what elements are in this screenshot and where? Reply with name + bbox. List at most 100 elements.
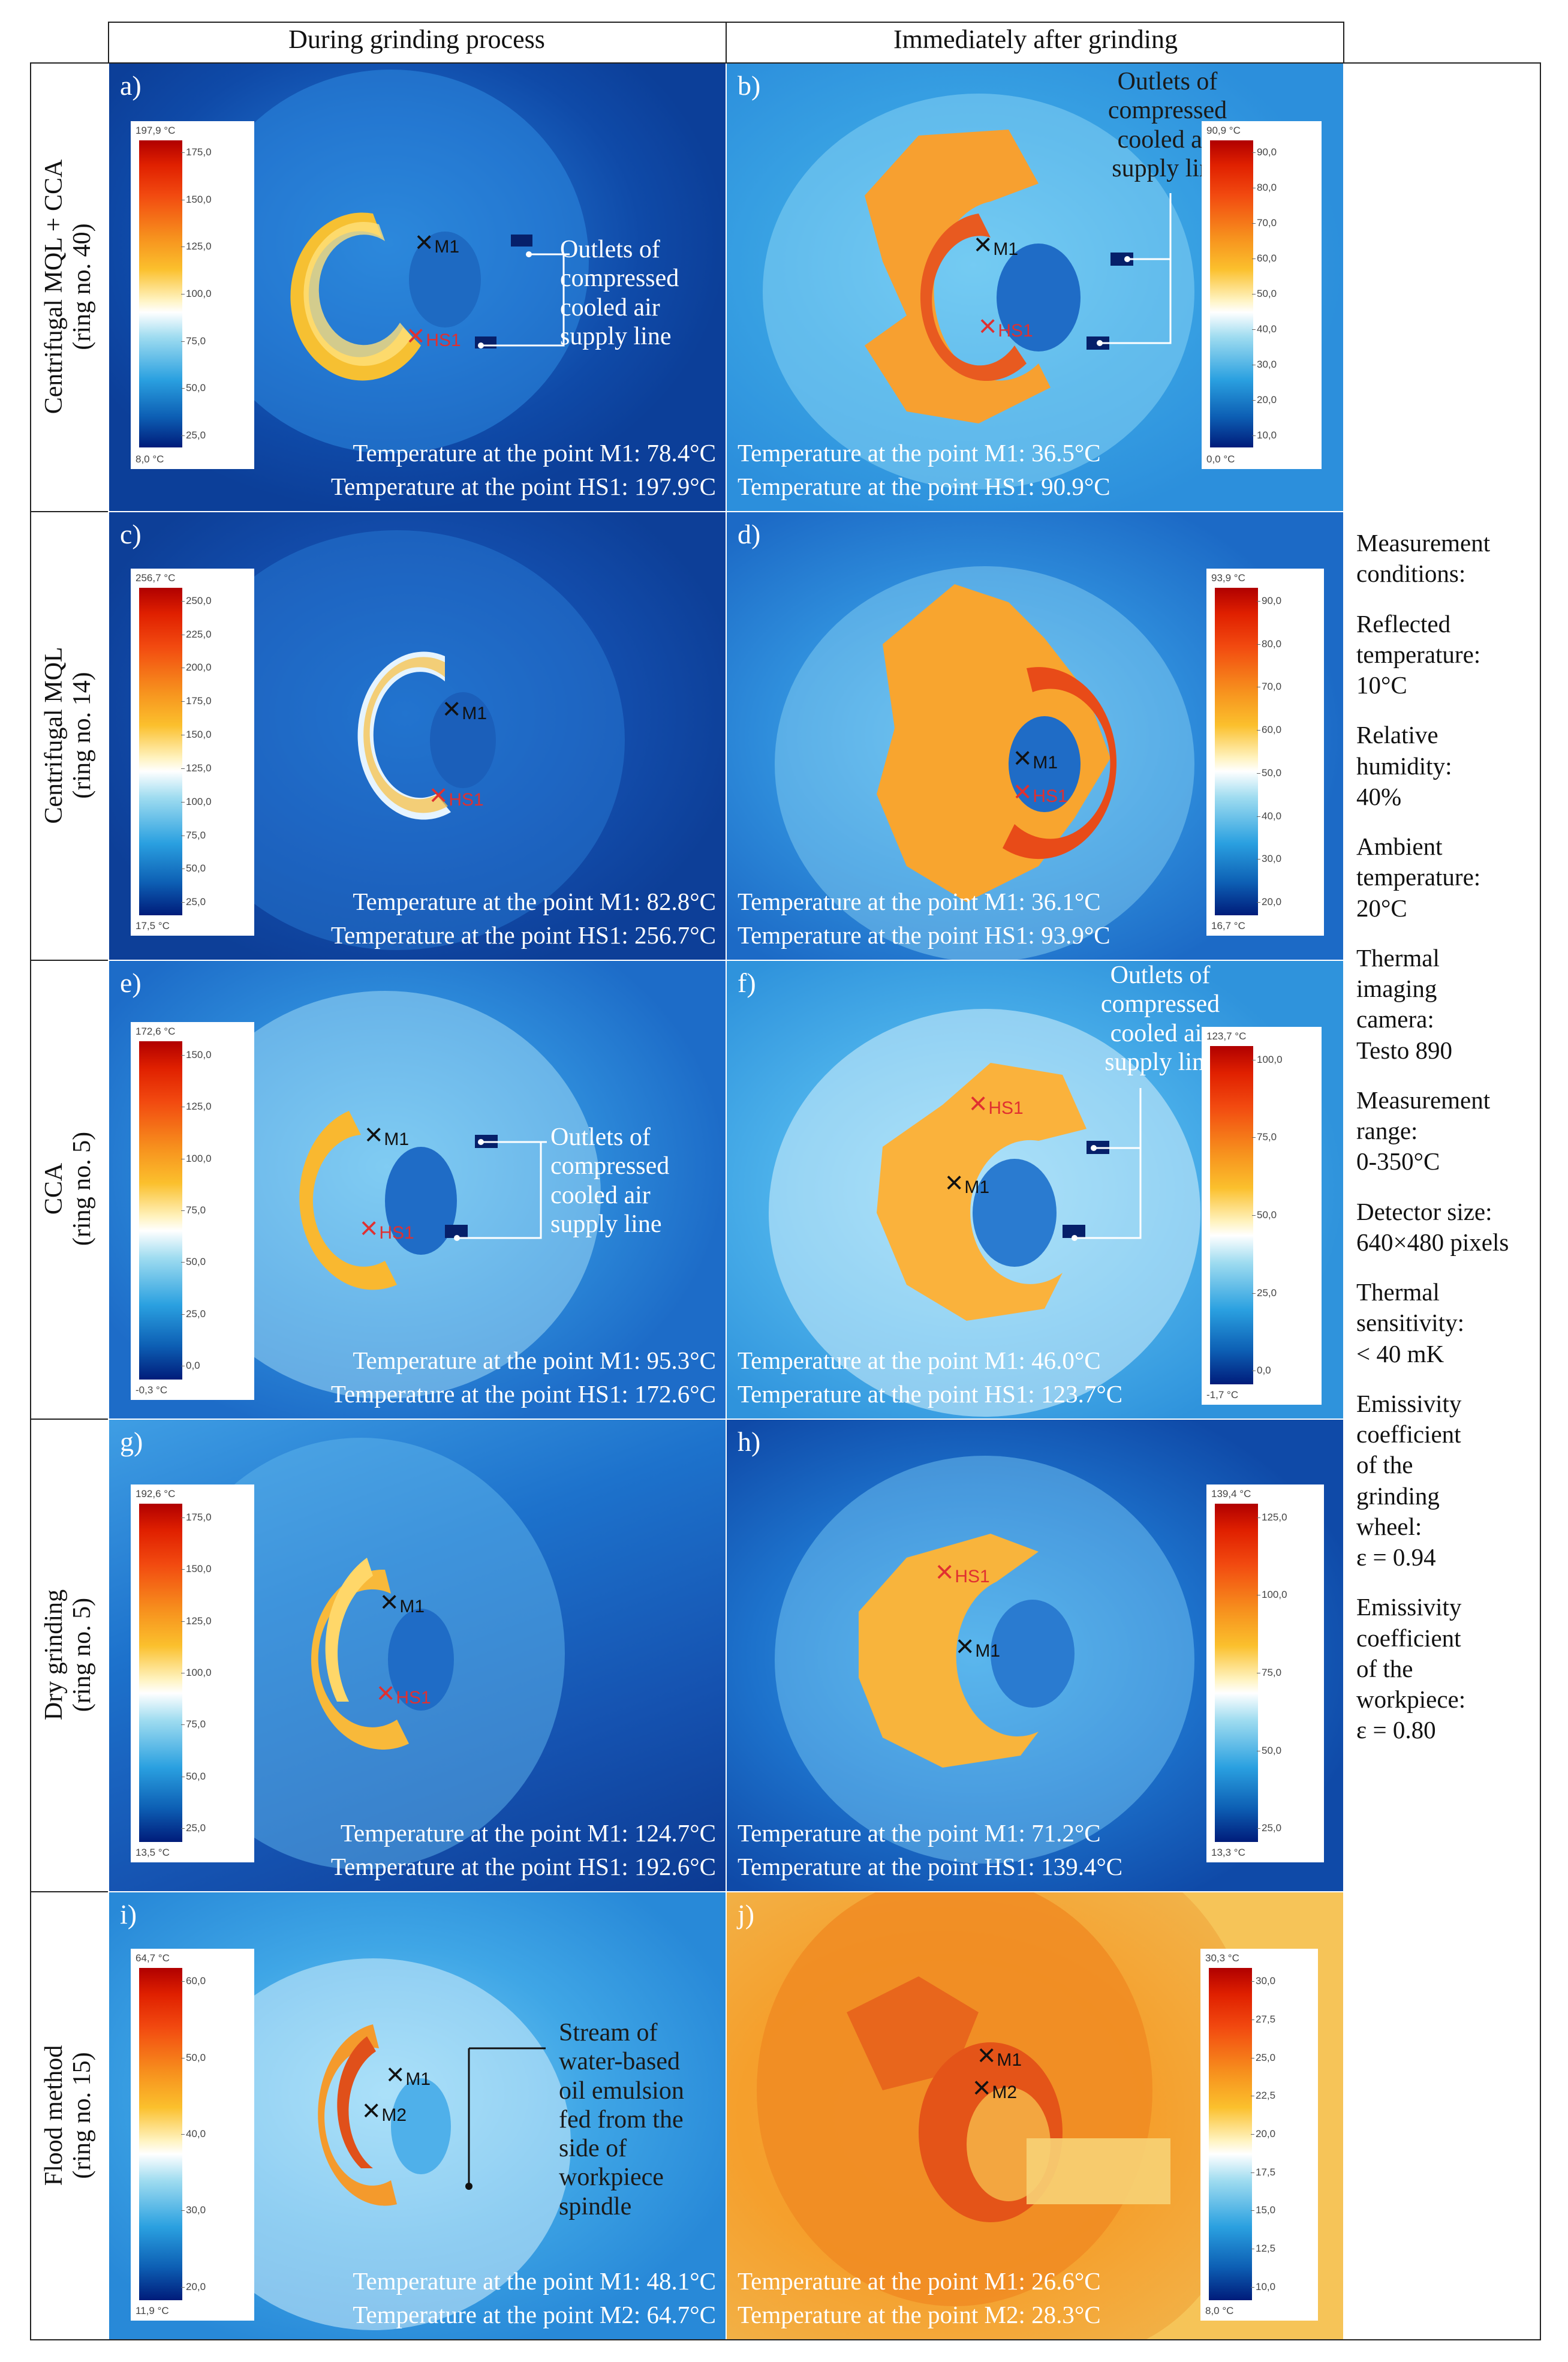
color-scale: 123,7 °C 100,0 75,0 50,0 25,0 0,0 -1,7 °C: [1202, 1027, 1322, 1405]
condition-emissivity-wheel: Emissivity coefficient of the grinding w…: [1356, 1389, 1462, 1571]
scale-tick-label: 50,0: [180, 1256, 206, 1268]
panel-label: j): [738, 1899, 755, 1930]
scale-tick-label: 40,0: [1256, 810, 1282, 822]
scale-tick-label: 60,0: [180, 1975, 206, 1987]
scale-tick-label: 50,0: [180, 863, 206, 875]
thermal-image-d: d) 93,9 °C 90,0 80,0 70,0 60,0 50,0 40,0 30,0 2…: [727, 512, 1343, 960]
measurement-conditions: Measurement conditions: Reflected temper…: [1356, 528, 1560, 1765]
scale-tick-label: 40,0: [180, 2128, 206, 2139]
frame-line: [30, 62, 1541, 64]
scale-tick-label: 125,0: [181, 762, 212, 774]
panel-label: c): [120, 519, 142, 549]
scale-tick-label: 50,0: [1256, 1744, 1282, 1756]
scale-tick-label: 25,0: [1256, 1822, 1282, 1834]
scale-tick-label: 75,0: [1251, 1131, 1277, 1143]
scale-tick-label: 70,0: [1251, 217, 1277, 229]
thermal-image-c: c) 256,7 °C 250,0 225,0 200,0 175,0 150,0 125…: [109, 512, 726, 960]
thermal-image-e: e) 172,6 °C 150,0 125,0 100,0 75,0 50,0 25,0 0…: [109, 961, 726, 1419]
panel-label: e): [120, 967, 142, 998]
scale-tick-label: 25,0: [1250, 2051, 1276, 2063]
condition-ambient-temperature: Ambient temperature: 20°C: [1356, 833, 1481, 922]
scale-tick-label: 125,0: [181, 1101, 212, 1113]
marker-hs1: ×HS1: [429, 778, 484, 813]
scale-tick-label: 125,0: [181, 241, 212, 253]
scale-tick-label: 100,0: [1252, 1053, 1283, 1065]
scale-tick-label: 60,0: [1251, 253, 1277, 265]
scale-tick-label: 20,0: [1251, 393, 1277, 405]
marker-hs1: ×HS1: [407, 318, 461, 353]
panel-label: h): [738, 1426, 761, 1457]
thermal-image-j: j) 30,3 °C 30,0 27,5 25,0 22,5 20,0 17,5 15,0 1…: [727, 1892, 1343, 2339]
marker-hs1: ×HS1: [979, 309, 1033, 344]
frame-line: [30, 62, 31, 2340]
thermal-image-h: h) 139,4 °C 125,0 100,0 75,0 50,0 25,0 13,3 …: [727, 1420, 1343, 1891]
scale-tick-label: 20,0: [180, 2280, 206, 2292]
scale-tick-label: 0,0: [1252, 1365, 1271, 1377]
column-header-during: During grinding process: [288, 25, 545, 54]
scale-tick-label: 175,0: [181, 695, 212, 707]
scale-tick-label: 75,0: [180, 1204, 206, 1216]
scale-tick-label: 150,0: [181, 729, 212, 741]
marker-m1: ×M1: [386, 2057, 431, 2092]
scale-tick-label: 40,0: [1251, 323, 1277, 335]
scale-tick-label: 60,0: [1256, 724, 1282, 736]
temperature-readout: Temperature at the point M1: 36.5°C Tempe…: [738, 438, 1110, 501]
marker-m2: ×M2: [973, 2070, 1018, 2105]
scale-tick-label: 225,0: [181, 628, 212, 640]
scale-tick-label: 75,0: [180, 335, 206, 347]
frame-line: [108, 22, 1344, 23]
color-scale: 30,3 °C 30,0 27,5 25,0 22,5 20,0 17,5 15,0 12,5…: [1200, 1949, 1318, 2321]
marker-hs1: ×HS1: [377, 1676, 431, 1711]
frame-line: [30, 1891, 108, 1892]
scale-tick-label: 25,0: [180, 1822, 206, 1834]
scale-tick-label: 50,0: [180, 1770, 206, 1782]
scale-tick-label: 10,0: [1250, 2280, 1276, 2292]
scale-tick-label: 50,0: [180, 2051, 206, 2063]
marker-m1: ×M1: [365, 1117, 410, 1152]
scale-tick-label: 100,0: [181, 1152, 212, 1164]
scale-tick-label: 25,0: [180, 1308, 206, 1320]
scale-tick-label: 125,0: [1257, 1511, 1287, 1523]
thermal-image-g: g) 192,6 °C 175,0 150,0 125,0 100,0 75,0 50,0…: [109, 1420, 726, 1891]
marker-hs1: ×HS1: [1013, 774, 1068, 809]
scale-tick-label: 30,0: [1251, 358, 1277, 370]
panel-label: g): [120, 1426, 143, 1457]
annotation-air-outlets: Outlets of compressed cooled air supply …: [1107, 68, 1227, 182]
scale-tick-label: 75,0: [1256, 1667, 1282, 1678]
scale-tick-label: 80,0: [1251, 182, 1277, 194]
thermal-image-f: f) Outlets of compressed cooled air supp…: [727, 961, 1343, 1419]
thermal-image-b: b) Outlets of compressed cooled air supp…: [727, 64, 1343, 511]
frame-line: [30, 2339, 1541, 2340]
marker-m1: ×M1: [443, 692, 487, 726]
condition-measurement-range: Measurement range: 0-350°C: [1356, 1086, 1491, 1176]
scale-tick-label: 80,0: [1256, 638, 1282, 650]
marker-hs1: ×HS1: [935, 1555, 990, 1589]
scale-tick-label: 75,0: [180, 1718, 206, 1730]
scale-tick-label: 10,0: [1251, 429, 1277, 441]
scale-tick-label: 75,0: [180, 829, 206, 841]
scale-tick-label: 90,0: [1256, 594, 1282, 606]
panel-label: a): [120, 70, 142, 101]
marker-m1: ×M1: [945, 1165, 990, 1200]
marker-m2: ×M2: [362, 2093, 407, 2128]
scale-tick-label: 20,0: [1256, 896, 1282, 908]
column-header-after: Immediately after grinding: [893, 25, 1178, 54]
scale-tick-label: 25,0: [180, 896, 206, 908]
condition-reflected-temperature: Reflected temperature: 10°C: [1356, 609, 1481, 699]
marker-m1: ×M1: [977, 2038, 1022, 2073]
scale-tick-label: 0,0: [181, 1360, 200, 1372]
scale-tick-label: 25,0: [1251, 1287, 1277, 1299]
scale-tick-label: 50,0: [1251, 288, 1277, 299]
marker-m1: ×M1: [1013, 741, 1058, 776]
color-scale: 197,9 °C 175,0 150,0 125,0 100,0 75,0 50,0 25,…: [131, 121, 254, 469]
frame-line: [30, 1419, 108, 1420]
scale-tick-label: 30,0: [1250, 1975, 1276, 1987]
scale-tick-label: 50,0: [1251, 1209, 1277, 1221]
temperature-readout: Temperature at the point M1: 26.6°C Tempe…: [738, 2267, 1101, 2329]
color-scale: 139,4 °C 125,0 100,0 75,0 50,0 25,0 13,3 °C: [1206, 1484, 1324, 1862]
scale-tick-label: 175,0: [181, 1511, 212, 1523]
condition-detector-size: Detector size: 640×480 pixels: [1356, 1197, 1509, 1256]
panel-label: d): [738, 519, 761, 549]
annotation-air-outlets: Outlets of compressed cooled air supply …: [560, 236, 679, 350]
marker-m1: ×M1: [956, 1629, 1001, 1664]
